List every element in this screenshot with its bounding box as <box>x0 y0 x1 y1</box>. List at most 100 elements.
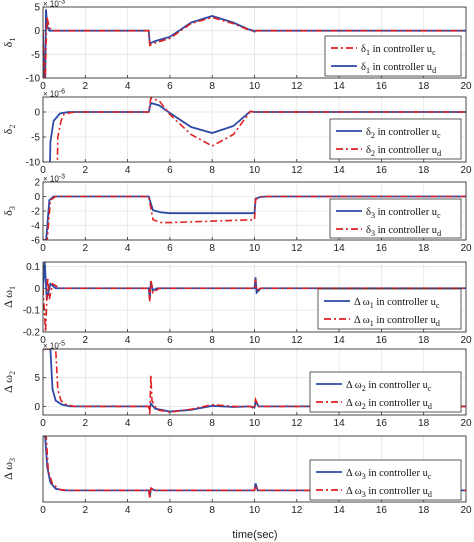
y-tick-label: -10 <box>26 74 41 85</box>
y-tick-label: 5 <box>34 373 40 384</box>
x-tick-label: 12 <box>291 243 303 254</box>
y-tick-label: -2 <box>31 207 40 218</box>
x-tick-label: 2 <box>83 418 89 429</box>
legend-label-uc: δ2 in controller uc <box>366 127 441 140</box>
x-tick-label: 16 <box>376 81 388 92</box>
y-tick-label: 0 <box>34 26 40 37</box>
x-tick-label: 0 <box>40 335 46 346</box>
legend: Δ ω1 in controller uc Δ ω1 in controller … <box>317 288 462 330</box>
x-tick-label: 10 <box>249 335 261 346</box>
x-tick-label: 12 <box>291 165 303 176</box>
x-tick-label: 16 <box>376 243 388 254</box>
legend: Δ ω3 in controller uc Δ ω3 in controller … <box>309 459 462 501</box>
legend-label-uc: Δ ω3 in controller uc <box>346 468 432 481</box>
x-tick-label: 4 <box>125 418 131 429</box>
x-tick-label: 8 <box>209 81 215 92</box>
x-tick-label: 2 <box>83 81 89 92</box>
y-exponent-label: × 10-3 <box>43 174 65 184</box>
y-exponent-label: × 10-5 <box>43 341 65 351</box>
x-tick-label: 20 <box>460 81 472 92</box>
x-tick-label: 4 <box>125 505 131 516</box>
x-tick-label: 4 <box>125 81 131 92</box>
x-tick-label: 12 <box>291 81 303 92</box>
x-tick-label: 18 <box>418 335 430 346</box>
x-tick-label: 16 <box>376 418 388 429</box>
legend-box <box>317 288 462 330</box>
x-tick-label: 20 <box>460 418 472 429</box>
y-tick-label: 0 <box>34 192 40 203</box>
x-tick-label: 14 <box>334 165 346 176</box>
x-tick-label: 0 <box>40 165 46 176</box>
x-tick-label: 12 <box>291 418 303 429</box>
x-tick-label: 0 <box>40 243 46 254</box>
y-tick-label: -0.2 <box>23 328 41 339</box>
y-tick-label: -4 <box>31 221 40 232</box>
series-line-ud <box>56 97 466 162</box>
x-tick-label: 20 <box>460 165 472 176</box>
x-tick-label: 14 <box>334 418 346 429</box>
x-tick-label: 6 <box>167 505 173 516</box>
legend-label-uc: δ3 in controller uc <box>366 207 441 220</box>
y-axis-label: Δ ω3 <box>1 458 17 480</box>
x-tick-label: 14 <box>334 81 346 92</box>
legend: δ2 in controller uc δ2 in controller ud <box>329 118 462 160</box>
y-axis-label: δ1 <box>1 38 17 48</box>
x-tick-label: 10 <box>249 81 261 92</box>
legend-label-ud: δ1 in controller uc <box>361 44 436 57</box>
legend-label-uc: Δ ω2 in controller uc <box>346 380 432 393</box>
series-line-ud <box>43 16 466 78</box>
x-tick-label: 18 <box>418 81 430 92</box>
y-axis-label: Δ ω2 <box>1 371 17 393</box>
x-tick-label: 20 <box>460 505 472 516</box>
y-tick-label: 5 <box>34 3 40 14</box>
panel-3: 0 2 4 6 8 10 12 14 16 18 20-6-4-202 × 10-3δ3 δ3 in c… <box>1 174 472 255</box>
series-line-uc <box>43 9 466 78</box>
x-tick-label: 14 <box>334 505 346 516</box>
x-tick-label: 18 <box>418 243 430 254</box>
x-tick-label: 6 <box>167 335 173 346</box>
legend-box <box>329 198 462 239</box>
legend-label-uc: Δ ω1 in controller uc <box>354 297 440 310</box>
x-tick-label: 0 <box>40 505 46 516</box>
x-tick-label: 8 <box>209 335 215 346</box>
x-tick-label: 18 <box>418 165 430 176</box>
y-exponent-label: × 10-6 <box>43 89 65 99</box>
legend-label-ud: δ2 in controller ud <box>366 145 441 158</box>
y-axis-label: Δ ω1 <box>1 286 17 308</box>
x-tick-label: 0 <box>40 81 46 92</box>
x-tick-label: 18 <box>418 505 430 516</box>
x-tick-label: 12 <box>291 505 303 516</box>
y-tick-label: 0 <box>34 402 40 413</box>
series-line-uc <box>49 101 466 162</box>
legend-box <box>329 118 462 160</box>
legend: δ3 in controller uc δ3 in controller ud <box>329 198 462 239</box>
x-tick-label: 8 <box>209 505 215 516</box>
x-tick-label: 10 <box>249 165 261 176</box>
y-axis-label: δ2 <box>1 125 17 135</box>
panel-4: 0 2 4 6 8 10 12 14 16 18 20 -0.2 -0.1 0 0.1 Δ ω1 Δ ω1 in… <box>1 261 472 346</box>
y-tick-label: 0 <box>34 108 40 119</box>
series-line-ud <box>43 277 466 332</box>
legend: δ1 in controller uc δ1 in controller ud <box>324 35 462 77</box>
x-tick-label: 8 <box>209 243 215 254</box>
x-tick-label: 4 <box>125 335 131 346</box>
x-tick-label: 8 <box>209 165 215 176</box>
series-line-uc <box>43 349 466 413</box>
series-line-ud <box>43 436 466 499</box>
x-tick-label: 18 <box>418 418 430 429</box>
y-tick-label: -10 <box>26 158 41 169</box>
x-tick-label: 4 <box>125 165 131 176</box>
x-tick-label: 6 <box>167 81 173 92</box>
y-tick-label: 0.1 <box>26 262 40 273</box>
x-tick-label: 2 <box>83 505 89 516</box>
legend-label-ud: Δ ω1 in controller ud <box>354 315 440 328</box>
legend-box <box>309 459 462 501</box>
x-tick-label: 20 <box>460 243 472 254</box>
y-tick-label: 2 <box>34 178 40 189</box>
x-tick-label: 12 <box>291 335 303 346</box>
y-exponent-label: × 10-3 <box>43 0 65 9</box>
x-tick-label: 16 <box>376 335 388 346</box>
series-line-ud <box>43 195 466 240</box>
